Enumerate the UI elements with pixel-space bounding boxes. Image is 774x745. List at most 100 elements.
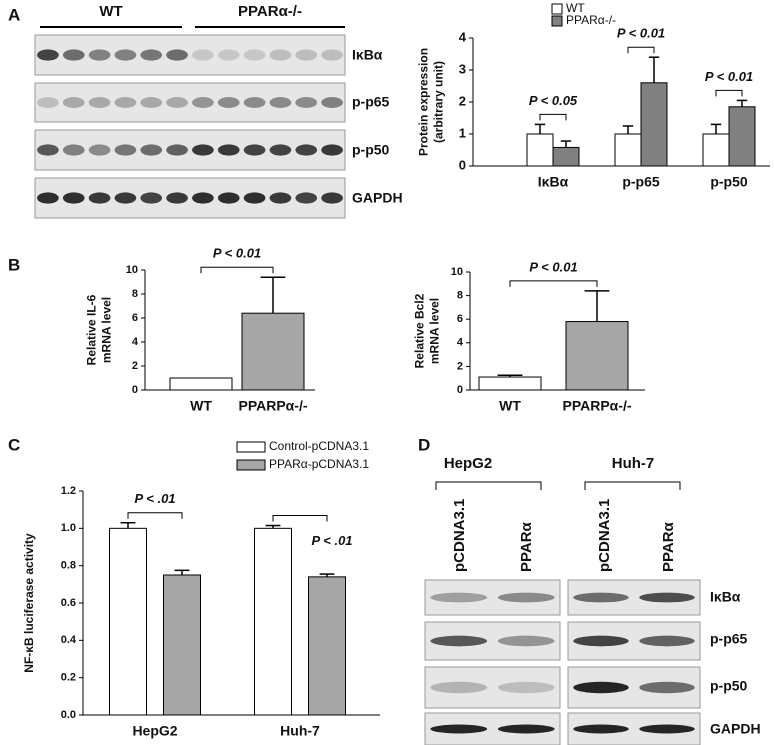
bar (728, 106, 756, 167)
blot-band (140, 97, 163, 108)
blot-strip (424, 579, 561, 616)
significance-bracket (539, 113, 567, 121)
blot-band (114, 192, 137, 204)
y-tick-label: 1.0 (61, 522, 76, 534)
bar (565, 321, 629, 391)
panel-label: C (8, 435, 20, 454)
x-tick-label: WT (499, 398, 521, 414)
y-tick-label: 0.0 (61, 709, 76, 721)
annotation: P < 0.01 (617, 26, 665, 41)
blot-strip (424, 666, 561, 709)
x-tick-label: IκBα (538, 174, 569, 190)
blot-band (497, 635, 555, 647)
significance-bracket (272, 515, 328, 522)
panel-label: A (8, 5, 20, 24)
blot-band (62, 144, 85, 156)
blot-band (140, 144, 163, 156)
y-axis-label: mRNA level (428, 298, 442, 364)
blot-band (192, 144, 214, 156)
y-tick-label: 2 (132, 360, 138, 372)
y-tick-label: 2 (459, 93, 466, 108)
bar (254, 527, 292, 716)
legend-label: WT (566, 1, 585, 15)
blot-band (37, 192, 59, 204)
significance-bracket (715, 89, 743, 97)
bar (241, 312, 305, 391)
blot-band (140, 49, 163, 61)
y-tick-label: 1 (459, 125, 466, 140)
blot-band (217, 97, 240, 108)
blot-band (639, 724, 695, 734)
blot-band (166, 192, 188, 204)
legend-swatch (236, 459, 266, 471)
cell-label: Huh-7 (612, 455, 655, 472)
bar (552, 146, 580, 167)
blot-band (88, 49, 111, 61)
blot-band (166, 144, 188, 156)
blot-band (114, 97, 137, 108)
blot-band (430, 635, 488, 647)
blot-band (217, 49, 240, 61)
y-tick-label: 4 (132, 336, 139, 348)
blot-band (295, 49, 318, 61)
blot-band (88, 144, 111, 156)
blot-band (243, 192, 266, 204)
blot-band (269, 192, 292, 204)
lane-label: PPARα (518, 521, 535, 572)
blot-band (114, 144, 137, 156)
x-tick-label: HepG2 (132, 723, 177, 739)
y-tick-label: 2 (457, 360, 463, 372)
blot-strip (34, 34, 346, 76)
x-tick-label: p-p50 (710, 174, 748, 190)
y-axis-label: Relative IL-6 (85, 294, 99, 365)
panel-label: D (418, 435, 430, 454)
band-label: IκBα (352, 47, 383, 63)
y-tick-label: 0.2 (61, 672, 76, 684)
annotation: P < 0.01 (529, 259, 577, 274)
y-axis-label: Relative Bcl2 (413, 293, 427, 368)
lane-label: PPARα (660, 521, 677, 572)
significance-bracket (509, 280, 598, 287)
blot-band (192, 97, 214, 108)
y-tick-label: 0.8 (61, 560, 76, 572)
y-tick-label: 10 (451, 266, 463, 278)
blot-band (269, 144, 292, 156)
y-tick-label: 6 (457, 313, 463, 325)
y-axis-label: NF-κB luciferase activity (22, 533, 36, 673)
blot-band (639, 635, 695, 647)
y-tick-label: 3 (459, 61, 466, 76)
blot-band (639, 592, 695, 603)
blot-band (243, 97, 266, 108)
bar (163, 574, 201, 716)
blot-band (166, 49, 188, 61)
y-tick-label: 0 (459, 157, 466, 172)
blot-band (62, 49, 85, 61)
bar (169, 377, 233, 391)
y-tick-label: 4 (459, 29, 467, 44)
blot-strip (34, 177, 346, 219)
annotation: P < .01 (311, 533, 352, 548)
band-label: GAPDH (710, 721, 761, 737)
x-tick-label: Huh-7 (280, 723, 320, 739)
blot-band (88, 97, 111, 108)
blot-band (430, 724, 488, 734)
legend-swatch (551, 3, 563, 15)
legend-swatch (236, 441, 266, 453)
blot-band (573, 681, 629, 694)
legend-label: Control-pCDNA3.1 (269, 439, 369, 453)
bar (640, 82, 668, 167)
blot-band (192, 192, 214, 204)
group-bracket (435, 481, 681, 490)
blot-band (269, 97, 292, 108)
blot-band (37, 49, 59, 61)
cell-label: HepG2 (444, 455, 492, 472)
group-label: PPARα-/- (238, 3, 302, 20)
legend-label: PPARα-/- (566, 13, 616, 27)
band-label: p-p50 (710, 678, 748, 694)
blot-band (88, 192, 111, 204)
band-label: GAPDH (352, 190, 403, 206)
blot-band (497, 724, 555, 734)
blot-band (639, 681, 695, 694)
band-label: p-p65 (710, 631, 748, 647)
